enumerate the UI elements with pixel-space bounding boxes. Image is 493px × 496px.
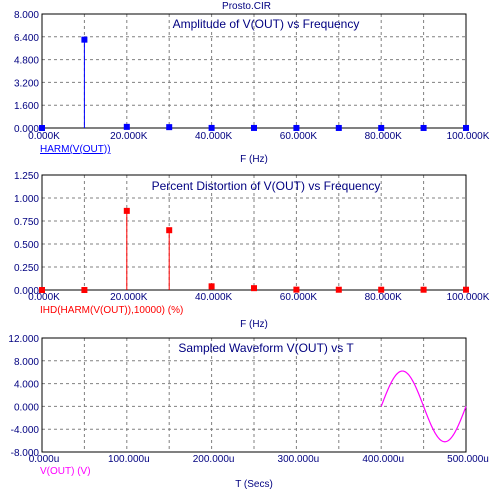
chart3-x-tick-label: 500.000u — [447, 454, 489, 465]
chart1-data-point — [293, 124, 300, 131]
chart3-x-tick-label: 200.000u — [193, 454, 235, 465]
chart2-x-tick-label: 60.000K — [280, 292, 318, 303]
chart2-data-point — [293, 286, 300, 293]
chart1-data-point — [463, 124, 469, 131]
chart3-title: Sampled Waveform V(OUT) vs T — [178, 341, 354, 355]
chart1-y-tick-label: 6.400 — [14, 33, 39, 44]
chart2-data-point — [251, 285, 257, 292]
chart1-x-tick-label: 20.000K — [110, 131, 148, 142]
chart2-data-point — [420, 286, 427, 293]
chart1-y-tick-label: 0.000 — [14, 124, 39, 135]
chart2-data-point — [166, 227, 173, 234]
chart2-y-tick-label: 1.250 — [14, 171, 39, 182]
chart3-x-tick-label: 400.000u — [362, 454, 404, 465]
chart1-title: Amplitude of V(OUT) vs Frequency — [173, 17, 360, 31]
chart2-data-point — [335, 286, 342, 293]
chart3-y-tick-label: 12.000 — [8, 334, 39, 345]
chart3-y-tick-label: 0.000 — [14, 402, 39, 413]
chart2-x-tick-label: 100.000K — [447, 292, 490, 303]
chart2-data-point — [123, 207, 130, 214]
chart1-x-tick-label: 100.000K — [447, 131, 490, 142]
chart1-x-axis-label: F (Hz) — [240, 154, 268, 165]
chart1-data-point — [208, 124, 215, 131]
chart2-x-tick-label: 20.000K — [110, 292, 148, 303]
chart2-x-tick-label: 0.000K — [28, 292, 60, 303]
chart1-data-point — [123, 123, 130, 130]
chart1-y-tick-label: 1.600 — [14, 101, 39, 112]
chart3-x-tick-label: 100.000u — [108, 454, 150, 465]
chart2-data-point — [39, 287, 45, 293]
chart1-data-point — [166, 124, 173, 131]
chart2-data-point — [208, 283, 215, 290]
chart3-series-line — [380, 370, 467, 443]
file-title: Prosto.CIR — [222, 1, 271, 12]
chart2-x-tick-label: 40.000K — [195, 292, 233, 303]
chart2-y-tick-label: 0.250 — [14, 263, 39, 274]
chart3-y-tick-label: -8.000 — [11, 448, 40, 459]
chart1-y-tick-label: 3.200 — [14, 78, 39, 89]
chart1-x-tick-label: 40.000K — [195, 131, 233, 142]
chart2-data-point — [81, 287, 88, 293]
chart1-data-point — [335, 124, 342, 131]
chart1-y-tick-label: 8.000 — [14, 10, 39, 21]
chart1-x-tick-label: 80.000K — [365, 131, 403, 142]
chart2-y-tick-label: 0.500 — [14, 240, 39, 251]
chart2-title: Percent Distortion of V(OUT) vs Frequenc… — [152, 179, 381, 193]
chart1-y-tick-label: 4.800 — [14, 56, 39, 67]
chart3-x-tick-label: 0.000u — [29, 454, 60, 465]
chart3-y-tick-label: 4.000 — [14, 380, 39, 391]
chart1-x-tick-label: 60.000K — [280, 131, 318, 142]
chart1-expression-label: HARM(V(OUT)) — [40, 144, 111, 155]
chart1-data-point — [251, 124, 257, 131]
chart2-y-tick-label: 1.000 — [14, 194, 39, 205]
chart1-data-point — [39, 125, 45, 131]
chart2-data-point — [463, 286, 469, 293]
chart3-expression-label: V(OUT) (V) — [40, 466, 91, 477]
chart3-y-tick-label: 8.000 — [14, 357, 39, 368]
chart1-x-tick-label: 0.000K — [28, 131, 60, 142]
chart2-y-tick-label: 0.750 — [14, 217, 39, 228]
chart1-data-point — [420, 124, 427, 131]
chart2-data-point — [378, 286, 385, 293]
chart3-x-tick-label: 300.000u — [278, 454, 320, 465]
chart2-y-tick-label: 0.000 — [14, 286, 39, 297]
chart1-data-point — [378, 124, 385, 131]
chart3-x-axis-label: T (Secs) — [235, 479, 273, 490]
chart3-frame — [41, 337, 467, 453]
chart3-y-tick-label: -4.000 — [11, 425, 40, 436]
chart1-data-point — [81, 36, 88, 43]
chart2-x-axis-label: F (Hz) — [240, 319, 268, 330]
chart2-x-tick-label: 80.000K — [365, 292, 403, 303]
chart2-expression-label: IHD(HARM(V(OUT)),10000) (%) — [40, 305, 183, 316]
